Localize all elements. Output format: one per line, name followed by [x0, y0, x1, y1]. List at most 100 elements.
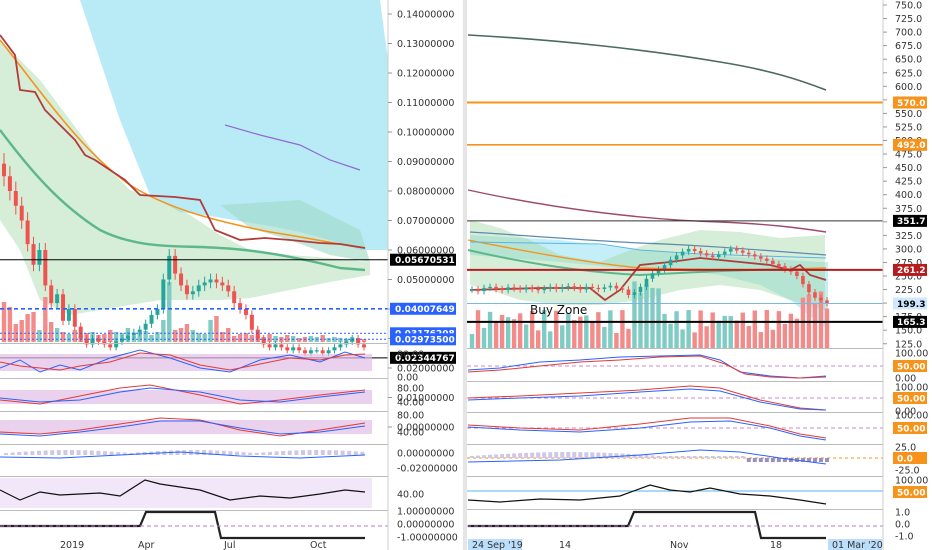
right-ichimoku-cloud	[470, 235, 828, 330]
left-price-tag-label: 0.02344767	[395, 354, 455, 364]
left-candle-body	[108, 344, 113, 348]
right-macd-bar	[734, 456, 739, 458]
left-macd-bar	[353, 451, 358, 455]
left-bollinger-band	[0, 40, 370, 315]
right-oscillator-panes	[467, 348, 883, 540]
right-candle-body	[656, 269, 661, 274]
right-axis-label: 400.0	[895, 190, 922, 201]
right-time-axis[interactable]: 24 Sep '19 14 Nov 18 01 Mar '20	[468, 539, 883, 550]
left-candle-body	[13, 191, 18, 206]
left-pane-axis-label: 40.00	[397, 490, 424, 501]
right-axis-label: 425.0	[895, 177, 922, 188]
right-macd-bar	[704, 456, 709, 458]
right-axis-label: 600.0	[895, 82, 922, 93]
left-time-axis[interactable]: 2019 Apr Jul Oct	[60, 540, 327, 550]
right-pane-axis-label: -1.0	[895, 532, 914, 543]
left-candle-body	[314, 350, 319, 352]
right-pane-axis-label: 0.00	[895, 374, 916, 385]
left-volume-bar	[161, 320, 166, 342]
right-pane-axis-label: 100.00	[895, 411, 928, 422]
chart-divider	[463, 0, 467, 550]
right-chart[interactable]: Buy Zone 750.0 725.0 700.0 675.0 650.0 625.0 6…	[467, 0, 928, 550]
left-price-axis[interactable]: 0.14000000 0.13000000 0.12000000 0.11000000…	[388, 10, 456, 434]
right-pane-axis-label: 100.00	[895, 383, 928, 394]
left-candle-body	[255, 329, 260, 339]
right-volume-bar	[554, 310, 559, 348]
left-candle-body	[90, 338, 95, 345]
right-candle-body	[494, 286, 498, 290]
right-volume-bar	[517, 313, 523, 348]
left-volume-bar	[326, 338, 331, 342]
left-macd-bar	[334, 450, 338, 455]
left-candle-body	[202, 282, 207, 286]
right-macd-bar	[680, 456, 685, 458]
right-volume-bar	[734, 320, 739, 348]
left-candle-body	[84, 338, 89, 345]
right-candle-body	[530, 287, 534, 290]
right-candle-body	[704, 253, 709, 256]
left-candle-body	[356, 338, 361, 345]
right-price-tag-label: 351.7	[897, 217, 925, 227]
left-macd-bar	[23, 451, 28, 455]
right-volume-bar	[782, 323, 788, 348]
right-macd-bar	[638, 454, 643, 458]
right-price-tag-label: 165.3	[897, 318, 925, 328]
right-candle-body	[620, 288, 625, 290]
left-volume-bar	[167, 282, 172, 342]
left-axis-label: 0.07000000	[397, 216, 454, 227]
right-axis-label: 550.0	[895, 109, 922, 120]
left-candle-body	[43, 250, 48, 286]
left-volume-bar	[237, 334, 243, 342]
right-price-axis[interactable]: 750.0725.0700.0675.0650.0625.0600.0575.0…	[883, 1, 927, 351]
left-candle-body	[326, 350, 331, 354]
left-candle-body	[72, 309, 77, 327]
right-macd-bar	[656, 455, 661, 458]
left-price-tag-label: 0.02973500	[395, 336, 455, 346]
left-pane-axis-label: 80.00	[397, 350, 424, 361]
left-macd-bar	[327, 450, 332, 455]
right-volume-bar	[469, 334, 475, 348]
right-pane-axis-label: 100.00	[895, 476, 928, 487]
right-cloud	[470, 235, 828, 330]
right-macd-bar	[770, 458, 775, 462]
right-axis-label: 675.0	[895, 41, 922, 52]
right-volume-bar	[511, 319, 517, 348]
left-pane-axis-label: -1.00000000	[397, 533, 458, 544]
right-candle-body	[512, 287, 516, 289]
left-candle-body	[332, 347, 337, 351]
right-volume-bar	[662, 313, 667, 348]
right-volume-bar	[686, 310, 691, 348]
left-candle-body	[220, 282, 225, 286]
right-volume-bar	[758, 332, 764, 348]
right-macd-bar	[632, 454, 637, 458]
right-volume-bar	[578, 316, 583, 348]
right-volume-bar	[698, 310, 703, 348]
left-volume-bar	[320, 335, 325, 342]
left-axis-label: 0.12000000	[397, 69, 454, 80]
left-macd-bar	[122, 452, 127, 455]
left-macd-bar	[76, 450, 81, 455]
right-macd-bar	[812, 458, 817, 462]
left-candle-body	[297, 347, 302, 351]
right-candle-body	[542, 288, 547, 291]
right-macd-bar	[758, 458, 763, 462]
right-candle-body	[752, 254, 757, 257]
right-candle-body	[644, 278, 649, 287]
left-macd-bar	[83, 450, 88, 455]
right-macd-bar	[686, 456, 691, 458]
left-volume-bar	[25, 314, 30, 342]
left-macd-bar	[103, 451, 107, 455]
left-signal-step	[0, 510, 365, 540]
left-candle-body	[125, 335, 130, 339]
right-macd-bar	[764, 458, 769, 462]
left-chart[interactable]: 0.14000000 0.13000000 0.12000000 0.11000000…	[0, 0, 458, 550]
right-volume-bar	[584, 315, 589, 348]
left-candle-body	[161, 279, 166, 309]
right-macd-bar	[614, 453, 619, 458]
left-candle-body	[25, 220, 30, 245]
right-volume-bar	[740, 312, 745, 348]
right-volume-bar	[487, 311, 493, 348]
left-volume-bar	[296, 338, 302, 342]
right-candle-body	[674, 255, 679, 260]
